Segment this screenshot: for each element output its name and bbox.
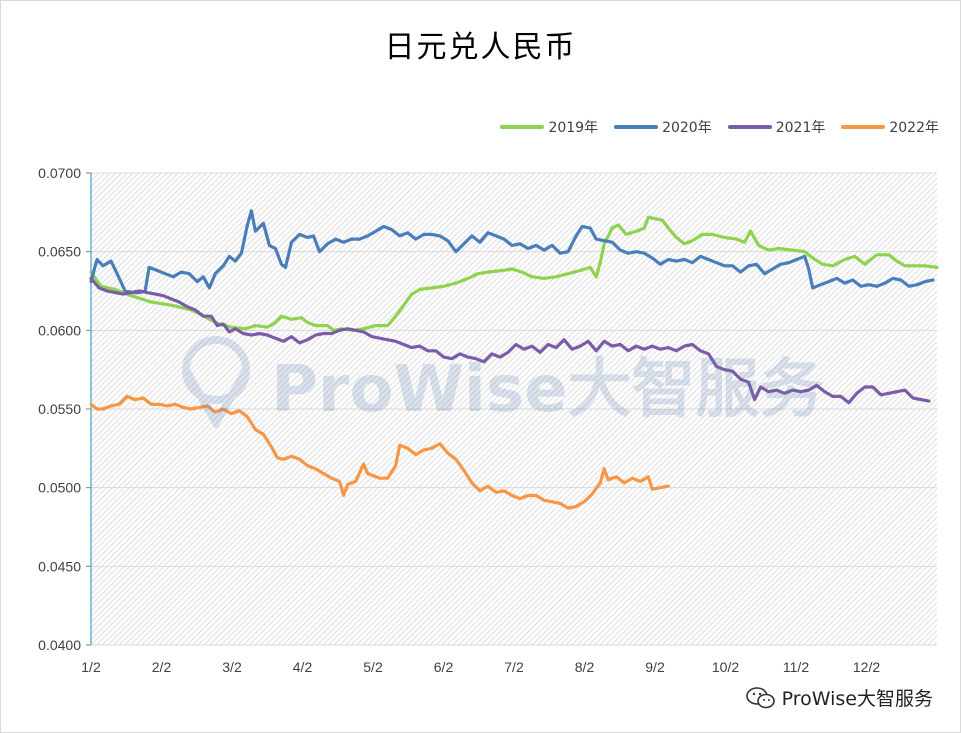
wechat-icon [745,686,775,708]
legend-swatch [614,125,659,129]
x-tick-label: 7/2 [504,659,524,675]
y-tick-label: 0.0650 [38,244,81,260]
legend-label: 2019年 [548,120,599,136]
x-tick-label: 3/2 [222,659,242,675]
chart-title: 日元兑人民币 [384,30,577,65]
legend: 2019年 2020年 2021年 2022年 [500,117,939,137]
y-tick-label: 0.0450 [38,558,81,574]
legend-item: 2021年 [727,117,826,137]
x-tick-label: 5/2 [363,659,383,675]
x-tick-label: 8/2 [575,659,595,675]
x-tick-label: 2/2 [152,659,172,675]
y-tick-label: 0.0400 [38,637,81,653]
legend-label: 2021年 [775,120,826,136]
legend-item: 2022年 [841,117,939,137]
footer-credit: ProWise大智服务 [745,684,933,711]
legend-swatch [841,125,886,129]
legend-label: 2020年 [662,120,712,136]
x-tick-label: 6/2 [434,659,454,675]
footer-credit-text: ProWise大智服务 [781,688,933,710]
legend-label: 2022年 [889,120,939,136]
legend-swatch [727,125,772,129]
y-tick-label: 0.0500 [38,480,81,496]
x-tick-label: 9/2 [645,659,665,675]
series-line [89,394,670,510]
series-line [89,209,935,295]
legend-item: 2019年 [500,117,598,137]
legend-swatch [500,125,545,129]
x-tick-label: 4/2 [293,659,313,675]
y-tick-label: 0.0550 [38,401,81,417]
series-line [89,276,931,405]
x-tick-label: 1/2 [81,659,101,675]
x-tick-label: 10/2 [712,659,739,675]
y-tick-label: 0.0700 [38,165,81,181]
y-tick-label: 0.0600 [38,322,81,338]
x-tick-label: 12/2 [853,659,880,675]
legend-item: 2020年 [614,117,712,137]
x-tick-label: 11/2 [783,659,809,675]
series-line [89,215,939,332]
